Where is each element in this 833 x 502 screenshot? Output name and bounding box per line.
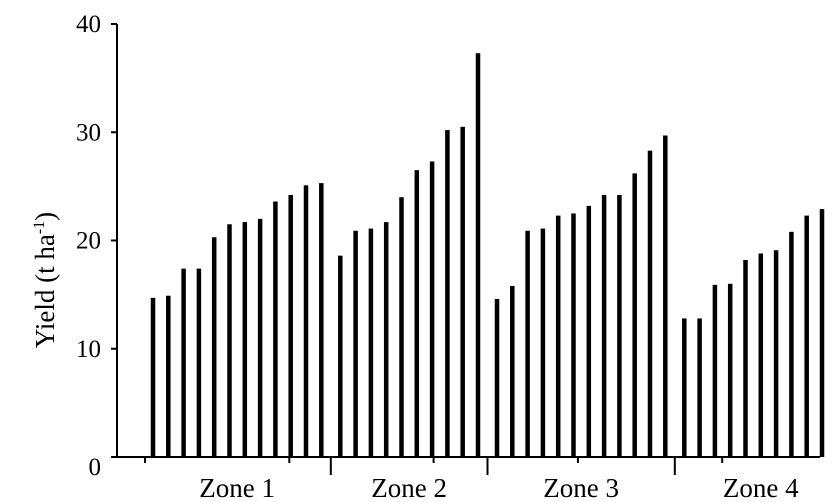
y-tick-label: 30 xyxy=(76,119,101,146)
x-category-label: Zone 2 xyxy=(371,473,447,502)
bar xyxy=(525,230,530,457)
bar xyxy=(338,255,343,457)
bar xyxy=(181,268,186,457)
bar xyxy=(383,222,389,457)
bar xyxy=(414,170,420,457)
bar xyxy=(712,284,718,457)
bar xyxy=(429,161,435,458)
y-axis-label-close: ) xyxy=(30,212,60,221)
bar xyxy=(211,237,217,457)
bar xyxy=(804,215,809,457)
y-axis-label: Yield (t ha-1) xyxy=(30,212,60,348)
y-tick-label: 10 xyxy=(76,336,101,363)
bar xyxy=(273,201,278,457)
x-axis: Zone 1 Zone 2 Zone 3 Zone 4 xyxy=(144,457,799,502)
y-tick-label: 40 xyxy=(76,11,101,38)
bar xyxy=(647,150,653,457)
bar xyxy=(166,295,171,457)
bar xyxy=(819,209,825,457)
y-tick-label: 20 xyxy=(76,228,101,255)
bar xyxy=(368,228,374,457)
bar xyxy=(789,231,794,457)
bar xyxy=(758,253,764,457)
bar xyxy=(663,135,668,457)
bar xyxy=(743,259,748,457)
y-axis-label-text: Yield (t ha xyxy=(30,234,60,348)
bar xyxy=(601,195,607,457)
bar xyxy=(540,228,546,457)
bar xyxy=(773,250,779,457)
y-axis-label-superscript: -1 xyxy=(31,221,48,234)
bar xyxy=(353,230,358,457)
bar xyxy=(319,183,324,457)
bar xyxy=(445,130,450,457)
bar xyxy=(242,222,248,457)
bar xyxy=(227,224,232,457)
bar xyxy=(555,215,561,457)
bar xyxy=(727,283,733,457)
bar xyxy=(257,218,263,457)
bars xyxy=(150,53,825,458)
bar xyxy=(682,318,687,457)
bar xyxy=(586,205,592,457)
bar xyxy=(632,173,637,457)
bar xyxy=(288,195,293,457)
bar xyxy=(617,195,622,457)
bar xyxy=(460,126,465,458)
x-category-label: Zone 3 xyxy=(543,473,619,502)
x-category-label: Zone 4 xyxy=(723,473,799,502)
bar xyxy=(196,268,202,457)
x-category-label: Zone 1 xyxy=(199,473,275,502)
bar xyxy=(399,197,404,457)
bar xyxy=(494,298,500,457)
y-tick-label: 0 xyxy=(89,454,102,481)
bar xyxy=(510,285,515,457)
bar xyxy=(571,213,576,457)
bar xyxy=(150,297,156,457)
bar xyxy=(475,53,481,457)
bar xyxy=(303,185,309,458)
bar xyxy=(697,318,702,457)
y-axis-ticks: 0 10 20 30 40 xyxy=(76,11,117,481)
